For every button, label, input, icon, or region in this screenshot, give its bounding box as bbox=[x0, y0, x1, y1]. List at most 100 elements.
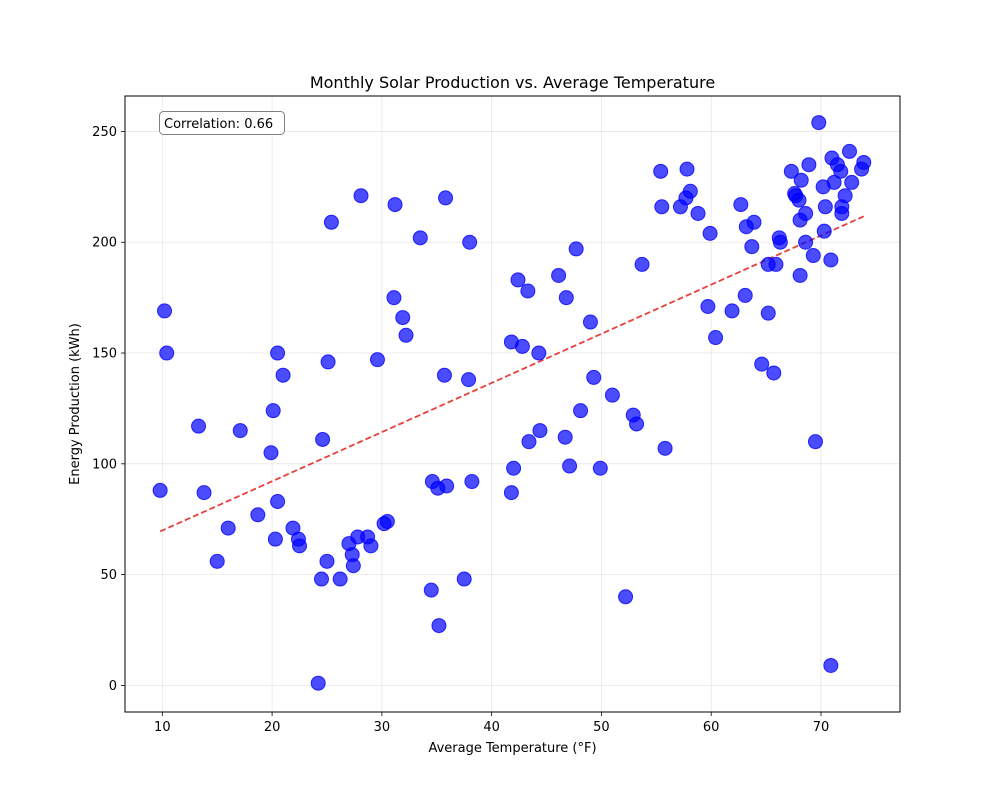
x-tick-label: 20 bbox=[264, 720, 281, 735]
data-point bbox=[232, 423, 248, 439]
data-point bbox=[439, 478, 455, 494]
data-point bbox=[332, 571, 348, 587]
data-point bbox=[412, 230, 428, 246]
data-points bbox=[152, 115, 872, 691]
data-point bbox=[833, 163, 849, 179]
data-point bbox=[629, 416, 645, 432]
data-point bbox=[423, 582, 439, 598]
data-point bbox=[520, 283, 536, 299]
y-tick-label: 150 bbox=[92, 347, 117, 362]
data-point bbox=[191, 418, 207, 434]
data-point bbox=[657, 440, 673, 456]
data-point bbox=[766, 365, 782, 381]
grid-lines bbox=[125, 96, 900, 712]
data-point bbox=[398, 327, 414, 343]
data-point bbox=[823, 252, 839, 268]
data-point bbox=[592, 460, 608, 476]
data-point bbox=[805, 248, 821, 264]
data-point bbox=[431, 618, 447, 634]
data-point bbox=[510, 272, 526, 288]
data-point bbox=[823, 657, 839, 673]
data-point bbox=[844, 174, 860, 190]
data-point bbox=[746, 214, 762, 230]
x-tick-label: 30 bbox=[374, 720, 391, 735]
data-point bbox=[157, 303, 173, 319]
data-point bbox=[558, 290, 574, 306]
data-point bbox=[724, 303, 740, 319]
data-point bbox=[772, 234, 788, 250]
data-point bbox=[462, 234, 478, 250]
data-point bbox=[586, 369, 602, 385]
data-point bbox=[320, 354, 336, 370]
data-point bbox=[159, 345, 175, 361]
data-point bbox=[653, 163, 669, 179]
data-point bbox=[618, 589, 634, 605]
data-point bbox=[700, 299, 716, 315]
data-point bbox=[521, 434, 537, 450]
y-axis-label: Energy Production (kWh) bbox=[68, 323, 83, 485]
data-point bbox=[807, 434, 823, 450]
data-point bbox=[270, 493, 286, 509]
data-point bbox=[152, 482, 168, 498]
data-point bbox=[744, 239, 760, 255]
data-point bbox=[562, 458, 578, 474]
data-point bbox=[250, 507, 266, 523]
data-point bbox=[783, 163, 799, 179]
plot-area-frame bbox=[124, 95, 901, 713]
data-point bbox=[531, 345, 547, 361]
data-point bbox=[456, 571, 472, 587]
data-point bbox=[461, 372, 477, 388]
data-point bbox=[708, 330, 724, 346]
data-point bbox=[733, 197, 749, 213]
x-axis-label: Average Temperature (°F) bbox=[428, 741, 596, 756]
x-tick-label: 10 bbox=[154, 720, 171, 735]
data-point bbox=[816, 223, 832, 239]
data-point bbox=[363, 538, 379, 554]
data-point bbox=[760, 305, 776, 321]
data-point bbox=[582, 314, 598, 330]
data-point bbox=[792, 267, 808, 283]
data-point bbox=[834, 205, 850, 221]
y-tick-label: 250 bbox=[92, 125, 117, 140]
y-tick-label: 50 bbox=[100, 568, 117, 583]
x-tick-label: 60 bbox=[703, 720, 720, 735]
data-point bbox=[438, 190, 454, 206]
data-point bbox=[270, 345, 286, 361]
data-point bbox=[503, 485, 519, 501]
data-point bbox=[826, 174, 842, 190]
chart-title: Monthly Solar Production vs. Average Tem… bbox=[310, 73, 715, 92]
data-point bbox=[315, 431, 331, 447]
data-point bbox=[793, 172, 809, 188]
data-point bbox=[345, 558, 361, 574]
data-point bbox=[798, 205, 814, 221]
y-tick-label: 100 bbox=[92, 457, 117, 472]
data-point bbox=[811, 115, 827, 131]
x-tick-label: 50 bbox=[593, 720, 610, 735]
axis-ticks: 10 20 30 40 50 60 70 0 50 100 150 200 250 bbox=[92, 125, 829, 735]
data-point bbox=[369, 352, 385, 368]
data-point bbox=[263, 445, 279, 461]
data-point bbox=[292, 538, 308, 554]
annotation-text: Correlation: 0.66 bbox=[164, 117, 273, 132]
y-tick-label: 200 bbox=[92, 236, 117, 251]
data-point bbox=[387, 197, 403, 213]
data-point bbox=[634, 256, 650, 272]
x-tick-label: 40 bbox=[483, 720, 500, 735]
data-point bbox=[702, 225, 718, 241]
trend-line-layer bbox=[159, 215, 865, 533]
data-point bbox=[353, 188, 369, 204]
data-point bbox=[532, 423, 548, 439]
data-point bbox=[573, 403, 589, 419]
data-point bbox=[323, 214, 339, 230]
data-point bbox=[464, 474, 480, 490]
data-point bbox=[220, 520, 236, 536]
data-point bbox=[798, 234, 814, 250]
data-point bbox=[557, 429, 573, 445]
data-point bbox=[310, 675, 326, 691]
data-point bbox=[436, 367, 452, 383]
data-point bbox=[209, 553, 225, 569]
data-point bbox=[754, 356, 770, 372]
x-tick-label: 70 bbox=[813, 720, 830, 735]
data-point bbox=[265, 403, 281, 419]
